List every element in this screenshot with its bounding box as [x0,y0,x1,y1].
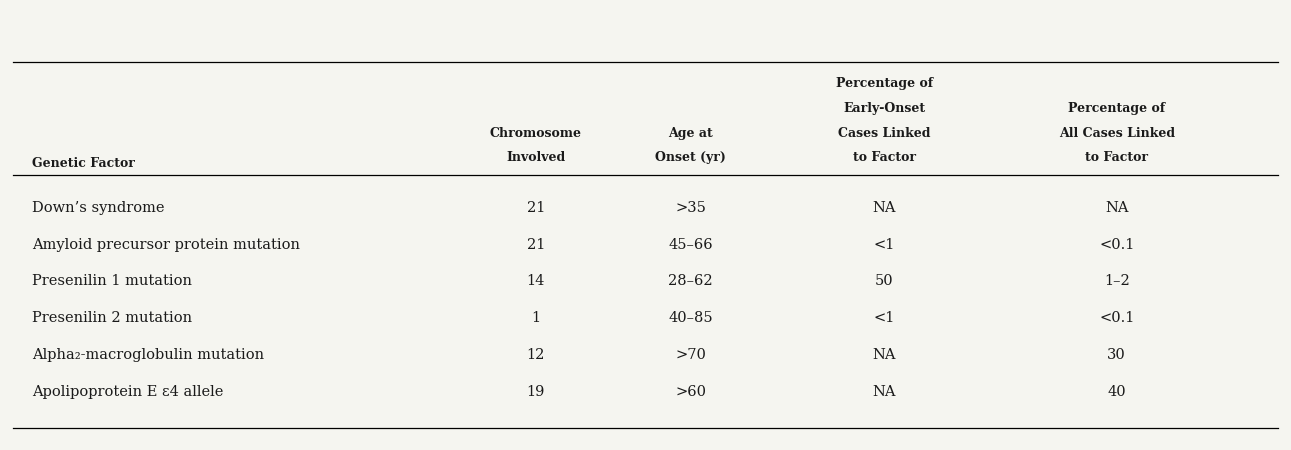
Text: NA: NA [873,201,896,215]
Text: Presenilin 2 mutation: Presenilin 2 mutation [32,311,192,325]
Text: 14: 14 [527,274,545,288]
Text: Down’s syndrome: Down’s syndrome [32,201,165,215]
Text: >70: >70 [675,348,706,362]
Text: <1: <1 [874,238,895,252]
Text: Onset (yr): Onset (yr) [656,151,726,164]
Text: to Factor: to Factor [1086,151,1148,164]
Text: Amyloid precursor protein mutation: Amyloid precursor protein mutation [32,238,301,252]
Text: <0.1: <0.1 [1099,311,1135,325]
Text: NA: NA [1105,201,1128,215]
Text: Early-Onset: Early-Onset [843,102,926,115]
Text: >60: >60 [675,385,706,399]
Text: Percentage of: Percentage of [835,77,933,90]
Text: 1–2: 1–2 [1104,274,1130,288]
Text: Chromosome: Chromosome [489,126,582,140]
Text: 21: 21 [527,201,545,215]
Text: NA: NA [873,348,896,362]
Text: 50: 50 [875,274,893,288]
Text: 19: 19 [527,385,545,399]
Text: >35: >35 [675,201,706,215]
Text: <0.1: <0.1 [1099,238,1135,252]
Text: Genetic Factor: Genetic Factor [32,157,136,170]
Text: to Factor: to Factor [853,151,915,164]
Text: Age at: Age at [669,126,713,140]
Text: 30: 30 [1108,348,1126,362]
Text: All Cases Linked: All Cases Linked [1059,126,1175,140]
Text: 40: 40 [1108,385,1126,399]
Text: 1: 1 [531,311,541,325]
Text: Apolipoprotein E ε4 allele: Apolipoprotein E ε4 allele [32,385,223,399]
Text: Cases Linked: Cases Linked [838,126,931,140]
Text: Alpha₂-macroglobulin mutation: Alpha₂-macroglobulin mutation [32,348,265,362]
Text: 40–85: 40–85 [669,311,713,325]
Text: Presenilin 1 mutation: Presenilin 1 mutation [32,274,192,288]
Text: Percentage of: Percentage of [1068,102,1166,115]
Text: Involved: Involved [506,151,565,164]
Text: 12: 12 [527,348,545,362]
Text: NA: NA [873,385,896,399]
Text: 21: 21 [527,238,545,252]
Text: 45–66: 45–66 [669,238,713,252]
Text: 28–62: 28–62 [669,274,713,288]
Text: <1: <1 [874,311,895,325]
